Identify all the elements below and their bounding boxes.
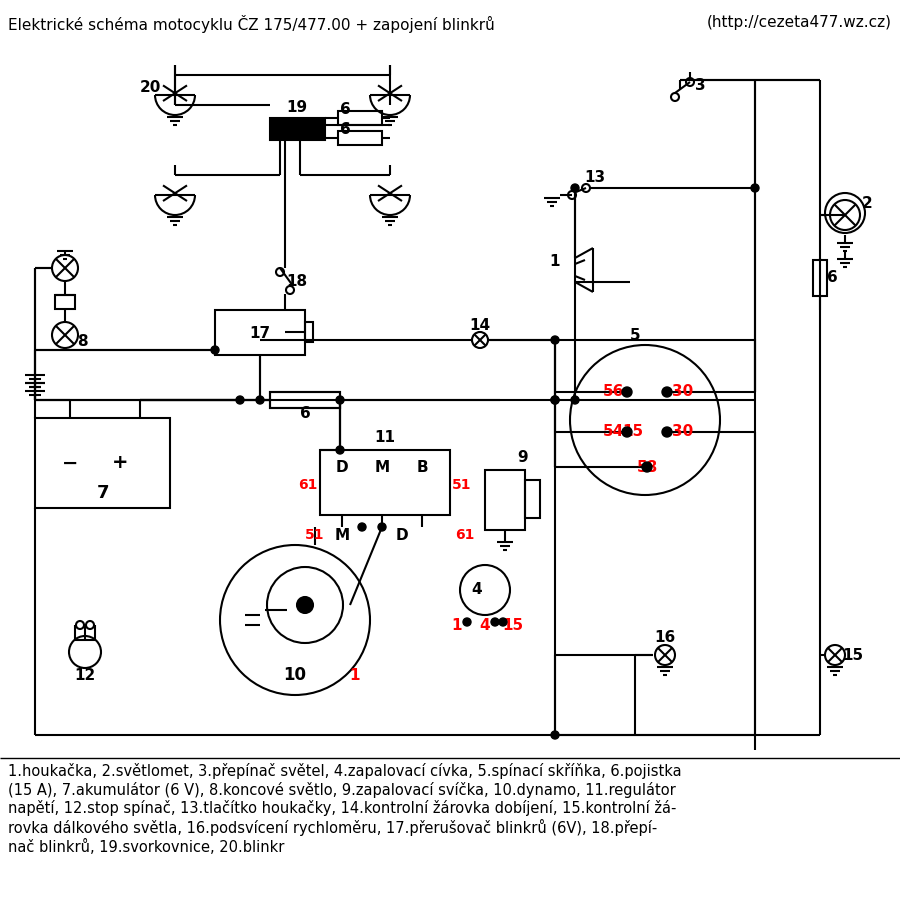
Bar (270, 392, 340, 408)
Text: 58: 58 (636, 460, 658, 474)
Circle shape (662, 387, 672, 397)
Bar (270, 118, 325, 140)
Circle shape (211, 346, 219, 354)
Text: 30: 30 (672, 425, 694, 439)
Bar (270, 392, 340, 408)
Text: 15: 15 (842, 647, 864, 662)
Text: 12: 12 (75, 668, 95, 682)
Text: M: M (335, 527, 349, 543)
Text: 61: 61 (455, 528, 474, 542)
Text: 6: 6 (300, 406, 310, 420)
Circle shape (571, 184, 579, 192)
Text: 4: 4 (472, 582, 482, 598)
Text: M: M (374, 461, 390, 475)
Circle shape (336, 396, 344, 404)
Text: 61: 61 (298, 478, 318, 492)
Bar (338, 111, 382, 125)
Circle shape (551, 396, 559, 404)
Circle shape (491, 618, 499, 626)
Text: 17: 17 (249, 326, 271, 340)
Circle shape (297, 597, 313, 613)
Text: 56: 56 (602, 384, 624, 400)
Circle shape (662, 427, 672, 437)
Circle shape (236, 396, 244, 404)
Bar (338, 131, 382, 145)
Circle shape (551, 396, 559, 404)
Text: 15: 15 (623, 425, 644, 439)
Circle shape (378, 523, 386, 531)
Bar (525, 480, 540, 518)
Bar (813, 260, 827, 296)
Text: 1.houkačka, 2.světlomet, 3.přepínač světel, 4.zapalovací cívka, 5.spínací skříňk: 1.houkačka, 2.světlomet, 3.přepínač svět… (8, 763, 681, 855)
Text: 1: 1 (452, 617, 463, 633)
Circle shape (256, 396, 264, 404)
Text: (http://cezeta477.wz.cz): (http://cezeta477.wz.cz) (707, 15, 892, 30)
Text: 20: 20 (140, 79, 161, 94)
Text: 1: 1 (350, 668, 360, 682)
Circle shape (571, 396, 579, 404)
Bar (215, 310, 305, 355)
Bar (35, 418, 170, 508)
Text: 19: 19 (286, 101, 308, 115)
Text: +: + (112, 454, 128, 473)
Text: 8: 8 (76, 335, 87, 349)
Text: 51: 51 (452, 478, 472, 492)
Text: 3: 3 (695, 77, 706, 93)
Text: 2: 2 (861, 195, 872, 211)
Text: B: B (416, 461, 428, 475)
Circle shape (751, 184, 759, 192)
Text: 9: 9 (518, 451, 528, 465)
Text: D: D (396, 527, 409, 543)
Circle shape (622, 427, 632, 437)
Text: 54: 54 (602, 425, 624, 439)
Bar (305, 322, 313, 342)
Text: 15: 15 (502, 617, 524, 633)
Circle shape (551, 731, 559, 739)
Circle shape (622, 387, 632, 397)
Text: 1: 1 (550, 255, 560, 269)
Text: D: D (336, 461, 348, 475)
Text: 14: 14 (470, 319, 490, 334)
Bar (485, 470, 525, 530)
Text: 6: 6 (826, 271, 837, 285)
Text: 11: 11 (374, 430, 395, 446)
Bar (320, 450, 450, 515)
Text: 6: 6 (339, 122, 350, 138)
Text: 7: 7 (97, 484, 109, 502)
Text: 6: 6 (339, 103, 350, 118)
Text: 16: 16 (654, 629, 676, 644)
Text: 18: 18 (286, 274, 308, 290)
Text: 30: 30 (672, 384, 694, 400)
Bar (55, 295, 75, 309)
Circle shape (358, 523, 366, 531)
Text: 4: 4 (480, 617, 491, 633)
Text: Elektrické schéma motocyklu ČZ 175/477.00 + zapojení blinkrů: Elektrické schéma motocyklu ČZ 175/477.0… (8, 15, 495, 33)
Text: 5: 5 (630, 328, 640, 343)
Text: 51: 51 (305, 528, 325, 542)
Circle shape (463, 618, 471, 626)
Circle shape (499, 618, 507, 626)
Circle shape (642, 462, 652, 472)
Circle shape (336, 446, 344, 454)
Bar (555, 340, 755, 735)
Text: −: − (62, 454, 78, 473)
Text: 10: 10 (284, 666, 307, 684)
Text: 13: 13 (584, 170, 606, 185)
Circle shape (551, 336, 559, 344)
